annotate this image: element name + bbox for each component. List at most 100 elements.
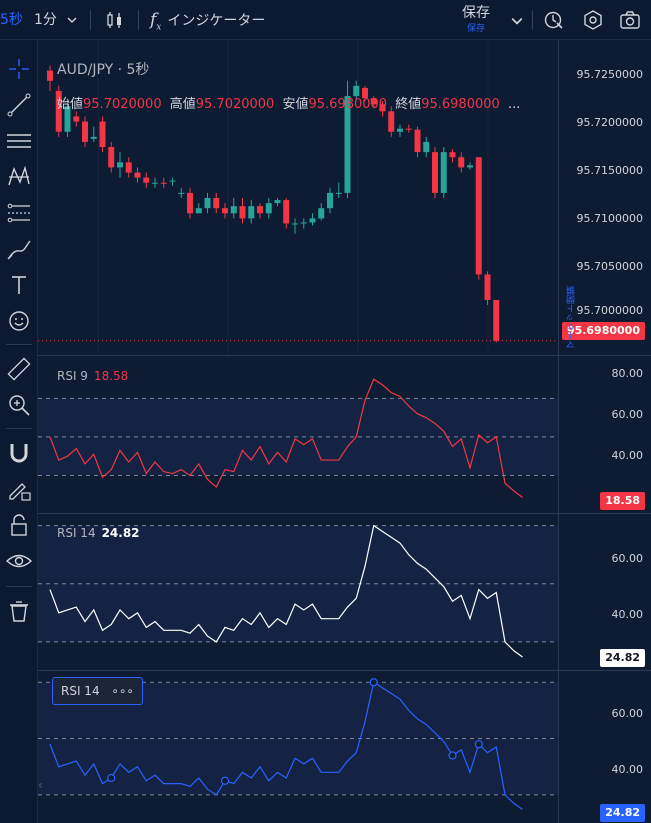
camera-icon[interactable] [619, 9, 641, 31]
rsi14a-axis[interactable]: 60.00 40.00 24.82 [558, 514, 651, 670]
symbol-title[interactable]: AUD/JPY · 5秒 [57, 62, 150, 78]
candle-body [134, 172, 141, 178]
trend-line-icon[interactable] [4, 90, 34, 120]
candle-body [318, 208, 325, 219]
lock-pencil-icon[interactable] [4, 474, 34, 504]
candle-body [55, 90, 62, 132]
candle-body [73, 116, 80, 122]
open-value: 95.7020000 [83, 97, 162, 112]
price-axis[interactable]: 95.7250000 95.7200000 95.7150000 95.7100… [558, 40, 651, 355]
candle-body [467, 165, 473, 168]
rsi-marker [220, 776, 230, 785]
rsi9-axis[interactable]: 80.00 60.00 40.00 18.58 [558, 356, 651, 513]
ohlc-legend: 始値95.7020000 高値95.7020000 安値95.6980000 終… [57, 93, 520, 112]
interval-alt-label: 1分 [34, 12, 57, 28]
candle-body [204, 198, 211, 209]
rsi14-white-chart[interactable] [38, 514, 651, 671]
save-button[interactable]: 保存 保存 [452, 4, 500, 38]
alert-clock-icon[interactable] [543, 9, 565, 31]
rsi-tick: 40.00 [611, 449, 644, 462]
candle-body [248, 206, 255, 219]
rsi-marker [474, 740, 483, 749]
candle-body [440, 152, 447, 193]
candle-body [405, 128, 412, 130]
text-icon[interactable] [4, 270, 34, 300]
magnet-icon[interactable] [4, 438, 34, 468]
candle-body [309, 218, 316, 223]
rsi9-pane[interactable]: RSI 9 18.58 80.00 60.00 40.00 18.58 [38, 356, 651, 514]
rsi14b-axis[interactable]: 60.00 40.00 24.82 [558, 671, 651, 823]
ohlc-more[interactable]: ... [507, 97, 521, 112]
candle-body [300, 222, 307, 224]
candle-body [388, 111, 395, 132]
candle-body [239, 206, 246, 219]
brush-icon[interactable] [4, 234, 34, 264]
interval-current[interactable]: 5秒 [0, 12, 23, 28]
candle-body [265, 203, 272, 214]
rsi9-value-tag: 18.58 [600, 492, 645, 510]
rsi9-value: 18.58 [93, 369, 129, 383]
eye-icon[interactable] [4, 546, 34, 576]
candlestick-chart[interactable] [38, 40, 651, 356]
save-sublabel: 保存 [466, 24, 485, 34]
candle-body [257, 206, 263, 214]
candle-body [178, 192, 185, 194]
candle-body [397, 128, 403, 132]
price-tick: 95.7050000 [576, 260, 643, 273]
rsi14a-legend[interactable]: RSI 14 24.82 [57, 526, 140, 540]
candle-body [292, 223, 298, 225]
price-pane[interactable]: AUD/JPY · 5秒 始値95.7020000 高値95.7020000 安… [38, 40, 651, 356]
settings-gear-icon[interactable] [582, 9, 604, 31]
rsi14-white-pane[interactable]: RSI 14 24.82 60.00 40.00 24.82 [38, 514, 651, 671]
rsi9-label: RSI 9 [57, 369, 88, 383]
rsi-tick: 60.00 [611, 552, 644, 565]
crosshair-icon[interactable] [4, 54, 34, 84]
candle-body [169, 180, 176, 182]
rsi9-chart[interactable] [38, 356, 651, 514]
chevron-down-icon[interactable] [511, 15, 523, 27]
high-key: 高値 [169, 97, 196, 112]
low-key: 安値 [282, 97, 309, 112]
high-value: 95.7020000 [195, 97, 275, 112]
candle-body [283, 200, 290, 224]
candle-body [432, 152, 438, 193]
price-tick: 95.7200000 [576, 116, 643, 129]
rsi-marker [369, 678, 378, 687]
fib-icon[interactable] [4, 126, 34, 156]
chart-area[interactable]: AUD/JPY · 5秒 始値95.7020000 高値95.7020000 安… [38, 40, 651, 823]
rsi-tick: 60.00 [611, 707, 644, 720]
candle-body [458, 157, 465, 168]
rsi9-legend[interactable]: RSI 9 18.58 [57, 369, 128, 383]
rsi-tick: 40.00 [611, 763, 644, 776]
candle-body [379, 104, 386, 112]
candle-body [125, 162, 132, 173]
lock-icon[interactable] [4, 510, 34, 540]
ruler-icon[interactable] [4, 354, 34, 384]
candle-body [222, 208, 228, 214]
rsi14-blue-pane[interactable]: RSI 14 ∘∘∘ 60.00 40.00 24.82 [38, 671, 651, 823]
candle-body [327, 192, 333, 209]
price-tick: 95.7000000 [576, 304, 643, 317]
rsi-marker [448, 751, 457, 760]
candles-icon[interactable] [104, 9, 126, 31]
price-tick: 95.7150000 [576, 164, 643, 177]
candle-body [484, 274, 491, 300]
emoji-icon[interactable] [4, 306, 34, 336]
toolbar-divider [532, 10, 533, 30]
zoom-in-icon[interactable] [4, 390, 34, 420]
indicators-button[interactable]: fx インジケーター [150, 0, 265, 40]
candle-body [274, 200, 281, 204]
channel-icon[interactable] [4, 198, 34, 228]
interval-select[interactable]: 1分 [34, 0, 77, 40]
candle-body [82, 121, 88, 142]
price-tick: 95.7100000 [576, 212, 643, 225]
candle-body [449, 152, 456, 158]
pattern-icon[interactable] [4, 162, 34, 192]
candle-body [493, 299, 500, 341]
close-value: 95.6980000 [421, 97, 500, 112]
candle-body [195, 208, 202, 214]
rsi14b-legend[interactable]: RSI 14 ∘∘∘ [52, 677, 143, 705]
trash-icon[interactable] [4, 596, 34, 626]
more-options-icon[interactable]: ∘∘∘ [111, 684, 134, 698]
candle-body [99, 121, 106, 148]
